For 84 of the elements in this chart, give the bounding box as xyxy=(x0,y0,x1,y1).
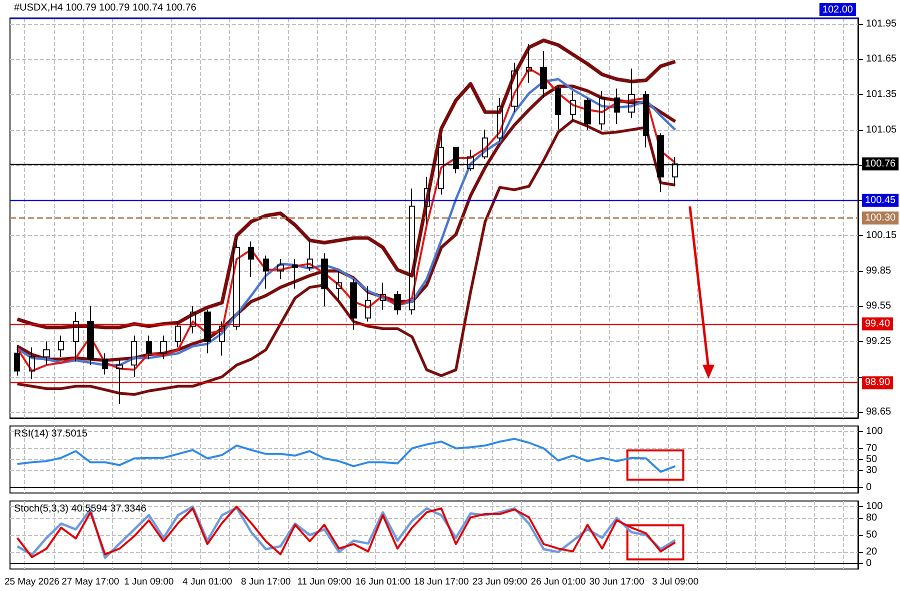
candlestick xyxy=(526,43,532,84)
candlestick xyxy=(614,88,620,124)
chart-title: #USDX,H4 100.79 100.79 100.74 100.76 xyxy=(14,2,197,14)
y-tick-label: 99.25 xyxy=(866,336,892,348)
y-tick-label: 100.15 xyxy=(866,230,898,242)
y-tick-label: 101.35 xyxy=(866,88,898,100)
ref-line-label: 99.40 xyxy=(865,318,890,330)
candlestick xyxy=(350,278,357,330)
candlestick xyxy=(307,241,313,272)
ref-line-label: 100.45 xyxy=(865,194,896,206)
x-tick-label: 3 Jul 09:00 xyxy=(652,576,698,588)
candlestick xyxy=(233,238,240,330)
candlestick xyxy=(175,321,181,348)
y-tick-label: 100 xyxy=(866,426,884,438)
candlestick xyxy=(73,312,79,362)
x-tick-label: 16 Jun 01:00 xyxy=(355,576,410,588)
chart-title: RSI(14) 37.5015 xyxy=(14,428,88,440)
candlestick xyxy=(292,258,298,290)
candlestick xyxy=(204,309,211,354)
candlestick xyxy=(160,335,167,360)
y-tick-label: 80 xyxy=(866,512,878,524)
x-tick-label: 18 Jun 17:00 xyxy=(414,576,469,588)
line-series xyxy=(16,38,678,330)
candlestick xyxy=(628,68,635,118)
candlestick xyxy=(584,98,591,130)
candlestick xyxy=(321,252,328,307)
y-tick-label: 100 xyxy=(866,501,884,512)
y-tick-label: 70 xyxy=(866,442,878,454)
x-tick-label: 27 May 17:00 xyxy=(62,576,120,588)
candlestick xyxy=(58,335,64,358)
x-tick-label: 11 Jun 09:00 xyxy=(297,576,352,588)
y-tick-label: 20 xyxy=(866,546,878,558)
candlestick xyxy=(263,255,269,290)
candlestick xyxy=(511,62,518,113)
x-tick-label: 1 Jun 09:00 xyxy=(124,576,174,588)
x-tick-label: 8 Jun 17:00 xyxy=(241,576,291,588)
x-tick-label: 4 Jun 01:00 xyxy=(182,576,232,588)
y-tick-label: 0 xyxy=(866,558,872,569)
y-tick-label: 50 xyxy=(866,454,878,465)
candlestick xyxy=(643,90,649,148)
candlestick xyxy=(102,352,108,375)
candlestick xyxy=(146,335,152,360)
candlestick xyxy=(219,321,225,356)
x-tick-label: 25 May 2026 xyxy=(4,576,60,588)
candlestick xyxy=(43,341,50,366)
candlestick xyxy=(336,270,342,301)
x-tick-label: 26 Jun 01:00 xyxy=(530,576,586,588)
line-series xyxy=(16,438,676,473)
ref-line-label: 100.30 xyxy=(865,212,896,224)
candlestick xyxy=(14,344,20,376)
candlestick xyxy=(599,90,605,130)
candlestick xyxy=(131,335,137,378)
y-tick-label: 50 xyxy=(866,530,878,540)
chart-title: Stoch(5,3,3) 40.5594 37.3346 xyxy=(14,504,147,514)
ref-line-label: 98.90 xyxy=(865,377,890,388)
y-tick-label: 30 xyxy=(866,465,878,476)
candlestick xyxy=(570,90,576,122)
candlestick xyxy=(116,358,123,404)
candlestick xyxy=(277,258,284,280)
x-tick-label: 23 Jun 09:00 xyxy=(472,576,528,588)
y-tick-label: 0 xyxy=(866,482,872,493)
candlestick xyxy=(190,306,196,334)
y-tick-label: 99.85 xyxy=(866,265,892,276)
candlestick xyxy=(248,241,254,278)
ref-line-label: 102.00 xyxy=(822,4,854,16)
y-tick-label: 98.65 xyxy=(866,406,892,418)
candlestick xyxy=(365,286,371,322)
ref-line-label: 100.76 xyxy=(865,158,896,170)
candlestick xyxy=(540,50,547,98)
candlestick xyxy=(497,98,503,142)
y-tick-label: 101.05 xyxy=(866,124,898,136)
y-tick-label: 101.65 xyxy=(866,54,898,65)
candlestick xyxy=(380,282,386,310)
y-tick-label: 99.55 xyxy=(866,300,892,312)
y-tick-label: 101.95 xyxy=(866,18,898,30)
candlestick xyxy=(409,188,415,315)
line-series xyxy=(16,118,677,396)
x-tick-label: 30 Jun 17:00 xyxy=(589,576,644,588)
candlestick xyxy=(424,176,430,224)
candlestick xyxy=(482,129,488,160)
candlestick xyxy=(555,86,561,130)
candlestick xyxy=(394,290,401,315)
candlestick xyxy=(29,346,35,380)
candlestick xyxy=(87,306,94,366)
